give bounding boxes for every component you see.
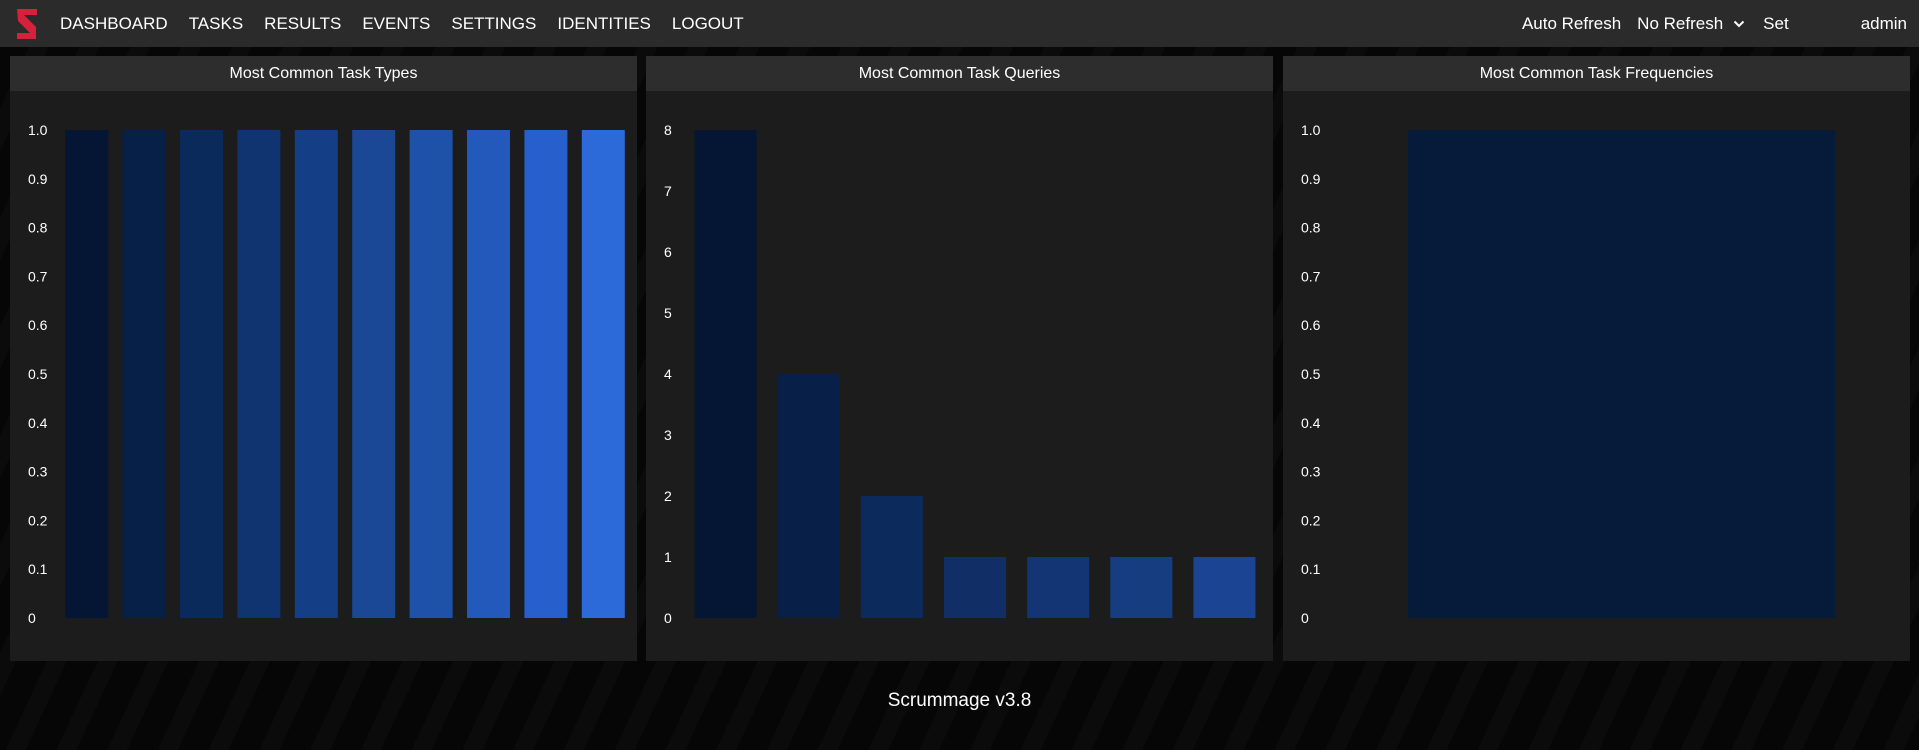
nav-dashboard[interactable]: DASHBOARD (60, 13, 168, 33)
y-tick-label: 0.9 (28, 171, 48, 187)
panel-task-types: Most Common Task Types 0 0.1 0.2 0.3 0.4 0.5 0… (10, 56, 637, 661)
y-tick-label: 0.5 (1301, 366, 1321, 382)
y-tick-label: 0 (1301, 610, 1309, 626)
nav-settings[interactable]: SETTINGS (451, 13, 537, 33)
refresh-select-value: No Refresh (1637, 13, 1724, 33)
y-tick-label: 7 (664, 183, 672, 199)
bar[interactable] (352, 130, 396, 618)
y-tick-label: 2 (664, 488, 672, 504)
nav-identities[interactable]: IDENTITIES (557, 13, 651, 33)
panel-task-frequencies: Most Common Task Frequencies 0 0.1 0.2 0.3 0… (1283, 56, 1910, 661)
y-tick-label: 0.2 (28, 512, 48, 528)
set-refresh-button[interactable]: Set (1763, 13, 1789, 33)
y-tick-label: 0.6 (1301, 317, 1321, 333)
top-navbar: DASHBOARD TASKS RESULTS EVENTS SETTINGS … (0, 0, 1919, 47)
user-menu[interactable]: admin (1860, 13, 1907, 33)
y-tick-label: 0.3 (28, 464, 48, 480)
y-tick-label: 8 (664, 122, 672, 138)
y-tick-label: 0.6 (28, 317, 48, 333)
panel-title: Most Common Task Frequencies (1283, 56, 1910, 91)
y-tick-label: 0.7 (28, 268, 48, 284)
y-tick-label: 0.1 (1301, 561, 1321, 577)
bar[interactable] (1027, 557, 1090, 618)
bar[interactable] (65, 130, 109, 618)
bar[interactable] (860, 496, 923, 618)
panel-title: Most Common Task Types (10, 56, 637, 91)
bar[interactable] (1110, 557, 1173, 618)
y-tick-label: 3 (664, 427, 672, 443)
task-queries-chart: 0 1 2 3 4 5 6 7 8 (664, 122, 1256, 626)
nav-logout[interactable]: LOGOUT (671, 13, 744, 33)
nav-results[interactable]: RESULTS (264, 13, 342, 33)
bar[interactable] (467, 130, 510, 618)
y-tick-label: 6 (664, 244, 672, 260)
panel-title: Most Common Task Queries (646, 56, 1273, 91)
nav-events[interactable]: EVENTS (362, 13, 431, 33)
bar[interactable] (694, 130, 757, 618)
bar[interactable] (1193, 557, 1256, 618)
y-tick-label: 0 (28, 610, 36, 626)
y-tick-label: 0.8 (28, 220, 48, 236)
nav-links: DASHBOARD TASKS RESULTS EVENTS SETTINGS … (48, 14, 753, 34)
auto-refresh-label: Auto Refresh (1521, 13, 1622, 33)
bar[interactable] (122, 130, 166, 618)
y-tick-label: 1.0 (28, 122, 48, 138)
y-tick-label: 1 (664, 549, 672, 565)
y-tick-label: 5 (664, 305, 672, 321)
bar[interactable] (581, 130, 625, 618)
footer-version: Scrummage v3.8 (887, 690, 1032, 711)
bar[interactable] (409, 130, 453, 618)
refresh-interval-select[interactable]: No Refresh (1637, 14, 1745, 34)
y-tick-label: 0 (664, 610, 672, 626)
y-tick-label: 0.9 (1301, 171, 1321, 187)
bar[interactable] (777, 374, 840, 618)
bar[interactable] (237, 130, 281, 618)
nav-right-controls: Auto Refresh No Refresh Set admin (1522, 0, 1919, 47)
bar[interactable] (1408, 130, 1835, 618)
y-tick-label: 0.5 (28, 366, 48, 382)
bar[interactable] (180, 130, 223, 618)
y-tick-label: 0.8 (1301, 220, 1321, 236)
bar[interactable] (944, 557, 1006, 618)
bar[interactable] (524, 130, 568, 618)
y-tick-label: 0.1 (28, 561, 48, 577)
y-tick-label: 0.4 (28, 415, 48, 431)
nav-tasks[interactable]: TASKS (188, 13, 244, 33)
task-frequencies-chart: 0 0.1 0.2 0.3 0.4 0.5 0.6 0.7 0.8 0.9 1.0 (1301, 122, 1835, 626)
bar[interactable] (294, 130, 338, 618)
y-tick-label: 0.7 (1301, 268, 1321, 284)
chevron-down-icon (1733, 20, 1745, 27)
y-tick-label: 0.3 (1301, 464, 1321, 480)
y-tick-label: 1.0 (1301, 122, 1321, 138)
y-tick-label: 4 (664, 366, 672, 382)
task-types-chart: 0 0.1 0.2 0.3 0.4 0.5 0.6 0.7 0.8 0.9 1.0 (28, 122, 625, 626)
scrummage-logo-icon[interactable] (14, 7, 40, 41)
y-tick-label: 0.2 (1301, 512, 1321, 528)
y-tick-label: 0.4 (1301, 415, 1321, 431)
panel-task-queries: Most Common Task Queries 0 1 2 3 4 5 6 7 8 (646, 56, 1273, 661)
